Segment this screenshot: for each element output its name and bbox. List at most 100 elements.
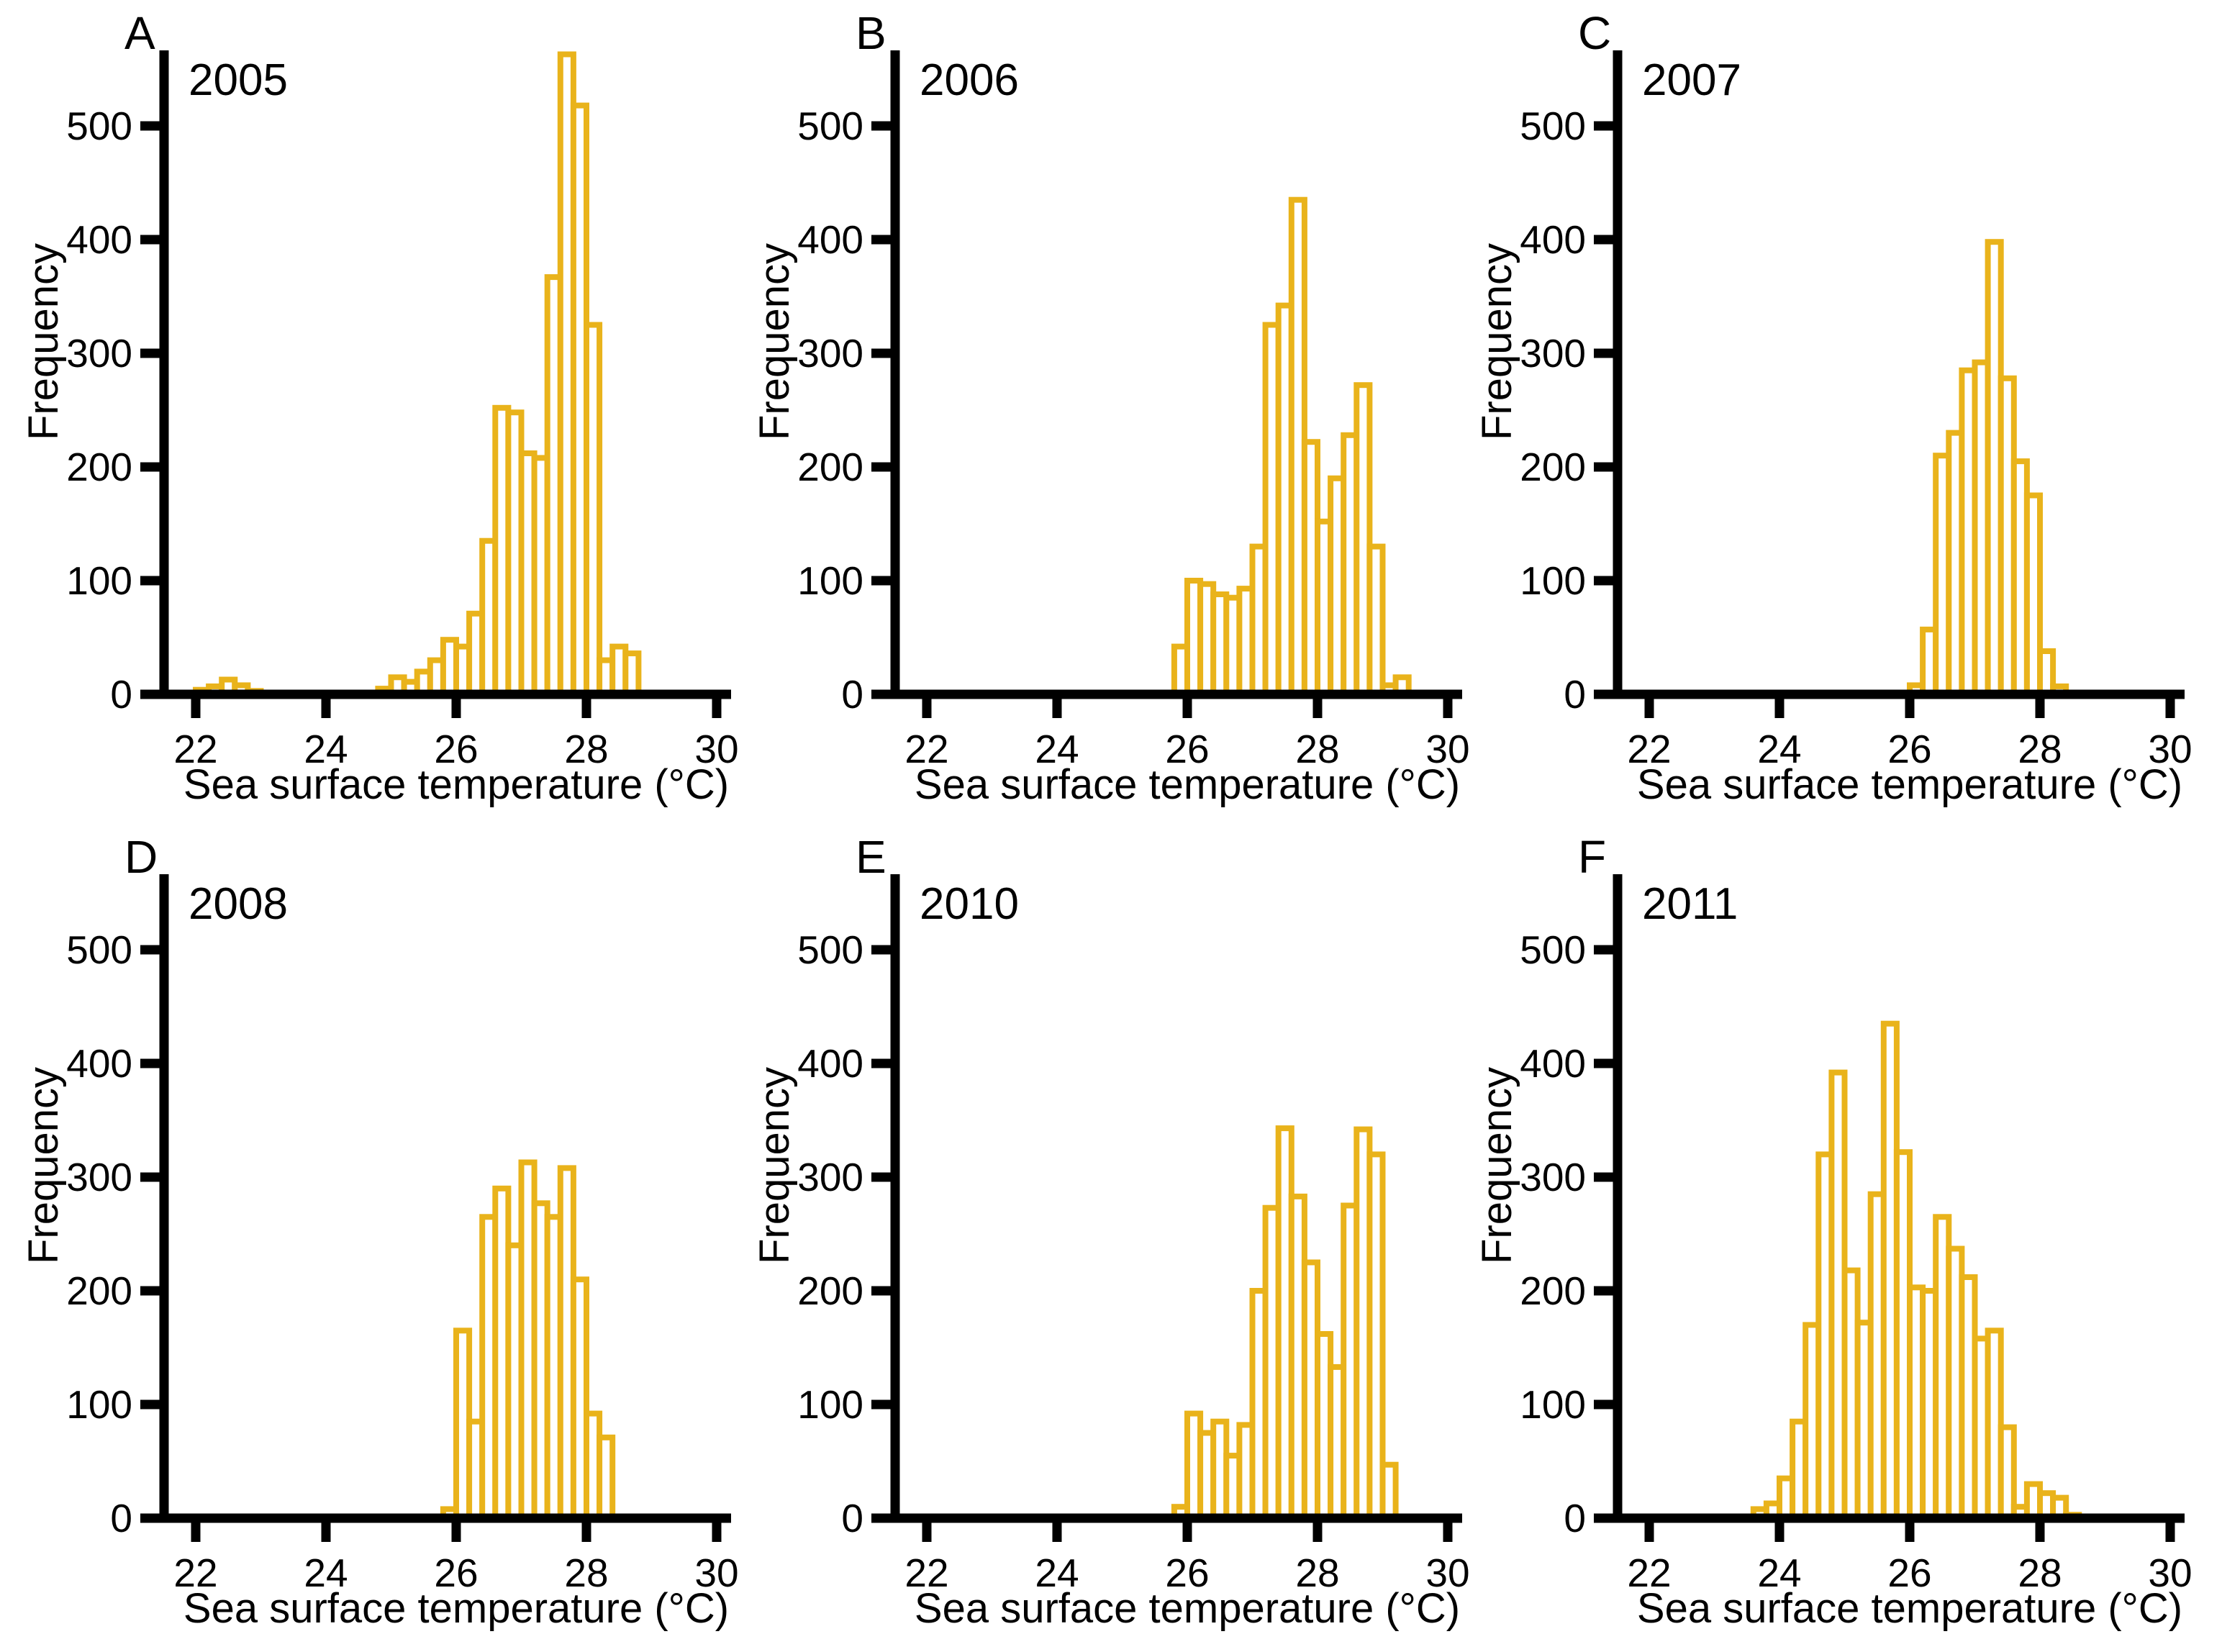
- x-axis-title: Sea surface temperature (°C): [183, 761, 729, 808]
- panel-year-label: 2011: [1642, 879, 1738, 929]
- x-tick-label: 24: [304, 1551, 348, 1595]
- y-tick-label: 300: [1520, 331, 1586, 376]
- y-tick-label: 500: [66, 104, 132, 148]
- y-tick-label: 0: [110, 672, 132, 717]
- y-tick-label: 0: [1564, 672, 1586, 717]
- y-tick-label: 400: [1520, 1041, 1586, 1086]
- y-axis-title: Frequency: [1474, 1067, 1520, 1264]
- y-tick-label: 0: [841, 1496, 863, 1540]
- y-tick-label: 100: [1520, 558, 1586, 603]
- x-tick-label: 22: [173, 727, 217, 771]
- panel-letter: A: [124, 7, 155, 59]
- y-axis-title: Frequency: [751, 1067, 798, 1264]
- x-axis-title: Sea surface temperature (°C): [915, 1585, 1460, 1632]
- y-tick-label: 200: [1520, 1268, 1586, 1313]
- y-axis-title: Frequency: [20, 1067, 67, 1264]
- x-tick-label: 28: [2018, 727, 2062, 771]
- panel-letter: E: [856, 831, 886, 883]
- y-tick-label: 100: [1520, 1382, 1586, 1427]
- histogram-bar: [1366, 543, 1386, 697]
- panel-year-label: 2007: [1642, 55, 1741, 105]
- y-tick-label: 400: [1520, 217, 1586, 262]
- histogram-bars: [1750, 1020, 2082, 1522]
- x-axis-title: Sea surface temperature (°C): [1637, 761, 2182, 808]
- y-tick-label: 200: [66, 1268, 132, 1313]
- y-tick-label: 0: [110, 1496, 132, 1540]
- x-tick-label: 28: [1295, 727, 1339, 771]
- panel-year-label: 2005: [189, 55, 288, 105]
- y-axis-title: Frequency: [20, 243, 67, 440]
- y-tick-label: 300: [797, 331, 863, 376]
- x-tick-label: 24: [1757, 1551, 1801, 1595]
- x-tick-label: 28: [564, 727, 608, 771]
- histogram-bar: [597, 1434, 616, 1522]
- panel-letter: D: [124, 831, 158, 883]
- y-tick-label: 100: [797, 558, 863, 603]
- y-tick-label: 500: [797, 927, 863, 972]
- histogram-bar: [622, 650, 642, 697]
- x-tick-label: 30: [694, 1551, 738, 1595]
- y-axis-title: Frequency: [751, 243, 798, 440]
- x-tick-label: 30: [1425, 727, 1469, 771]
- y-tick-label: 500: [66, 927, 132, 972]
- y-tick-label: 200: [66, 445, 132, 489]
- x-axis-title: Sea surface temperature (°C): [183, 1585, 729, 1632]
- x-tick-label: 26: [1165, 1551, 1209, 1595]
- x-tick-label: 22: [1627, 727, 1671, 771]
- x-tick-label: 24: [304, 727, 348, 771]
- x-tick-label: 30: [1425, 1551, 1469, 1595]
- x-tick-label: 28: [1295, 1551, 1339, 1595]
- y-tick-label: 300: [1520, 1155, 1586, 1199]
- y-tick-label: 100: [66, 1382, 132, 1427]
- x-tick-label: 24: [1757, 727, 1801, 771]
- panel-year-label: 2008: [189, 879, 288, 929]
- y-tick-label: 200: [1520, 445, 1586, 489]
- y-tick-label: 300: [66, 1155, 132, 1199]
- x-tick-label: 30: [2148, 727, 2192, 771]
- panel-letter: C: [1578, 7, 1611, 59]
- x-tick-label: 26: [1165, 727, 1209, 771]
- y-tick-label: 0: [1564, 1496, 1586, 1540]
- histogram-bar: [584, 322, 603, 697]
- x-tick-label: 22: [173, 1551, 217, 1595]
- x-tick-label: 26: [434, 1551, 478, 1595]
- y-tick-label: 200: [797, 1268, 863, 1313]
- y-tick-label: 300: [797, 1155, 863, 1199]
- y-tick-label: 200: [797, 445, 863, 489]
- x-tick-label: 30: [694, 727, 738, 771]
- x-tick-label: 22: [904, 1551, 948, 1595]
- histogram-bars: [193, 51, 642, 698]
- histogram-bar: [1379, 1461, 1399, 1521]
- y-tick-label: 500: [797, 104, 863, 148]
- panel-year-label: 2010: [920, 879, 1019, 929]
- x-axis-title: Sea surface temperature (°C): [1637, 1585, 2182, 1632]
- y-tick-label: 0: [841, 672, 863, 717]
- x-tick-label: 30: [2148, 1551, 2192, 1595]
- x-tick-label: 26: [1887, 727, 1931, 771]
- x-tick-label: 22: [1627, 1551, 1671, 1595]
- panel-letter: B: [856, 7, 886, 59]
- y-tick-label: 500: [1520, 927, 1586, 972]
- x-tick-label: 28: [564, 1551, 608, 1595]
- y-tick-label: 400: [797, 217, 863, 262]
- y-tick-label: 100: [797, 1382, 863, 1427]
- x-tick-label: 28: [2018, 1551, 2062, 1595]
- x-tick-label: 26: [434, 727, 478, 771]
- x-axis-title: Sea surface temperature (°C): [915, 761, 1460, 808]
- y-tick-label: 400: [66, 217, 132, 262]
- y-tick-label: 400: [797, 1041, 863, 1086]
- histogram-bars: [1907, 239, 2069, 698]
- y-axis-title: Frequency: [1474, 243, 1520, 440]
- histogram-bars: [440, 1159, 616, 1522]
- x-tick-label: 22: [904, 727, 948, 771]
- y-tick-label: 300: [66, 331, 132, 376]
- y-tick-label: 400: [66, 1041, 132, 1086]
- x-tick-label: 24: [1035, 1551, 1079, 1595]
